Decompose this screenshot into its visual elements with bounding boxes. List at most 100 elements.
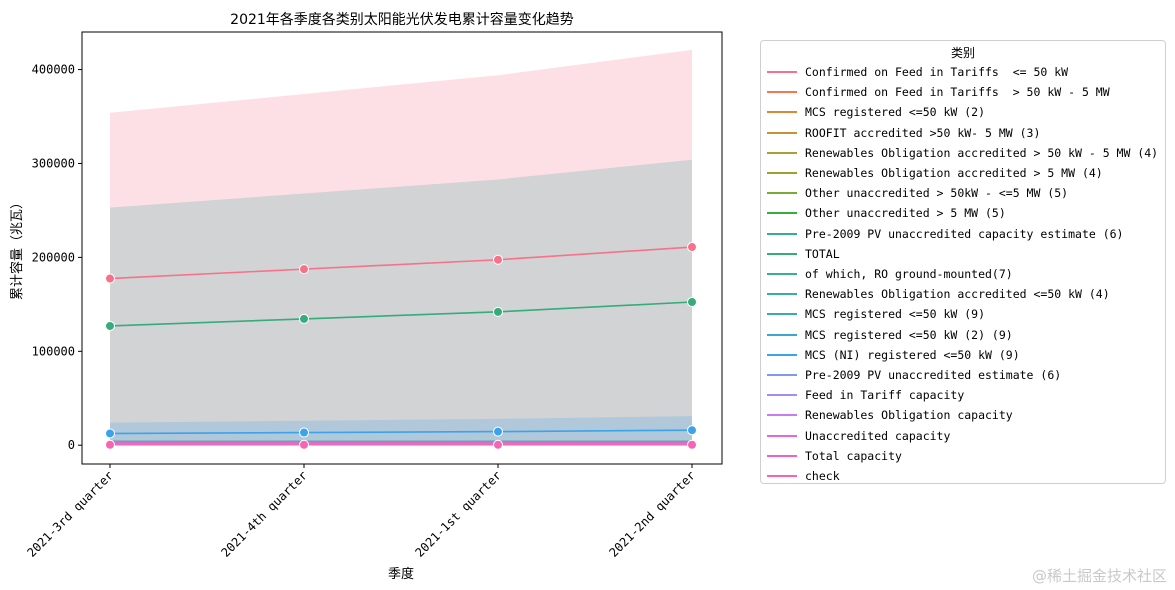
- y-tick-label-3: 300000: [32, 156, 75, 170]
- data-point-0-3: [687, 242, 697, 253]
- confidence-band-1: [110, 159, 692, 446]
- data-point-9-0: [105, 320, 115, 331]
- plot-area-frame: [81, 31, 723, 465]
- legend-label: Confirmed on Feed in Tariffs > 50 kW - 5…: [805, 85, 1110, 100]
- legend-label: MCS registered <=50 kW (9): [805, 307, 986, 322]
- data-point-14-1: [299, 427, 309, 438]
- legend-label: Total capacity: [805, 448, 902, 463]
- legend-item: TOTAL: [767, 245, 840, 263]
- data-point-0-0: [105, 273, 115, 284]
- legend-item: Renewables Obligation accredited > 5 MW …: [767, 164, 1103, 182]
- legend-item: Other unaccredited > 5 MW (5): [767, 204, 1006, 222]
- legend-swatch: [767, 232, 797, 235]
- legend-swatch: [767, 475, 797, 477]
- legend-swatch: [767, 414, 797, 417]
- legend-title: 类别: [950, 46, 975, 60]
- baseline-series-group: [110, 440, 692, 445]
- data-point-14-0: [105, 428, 115, 439]
- legend-item: MCS registered <=50 kW (2): [767, 103, 985, 121]
- legend-label: Renewables Obligation accredited > 5 MW …: [805, 166, 1103, 180]
- legend-item: ROOFIT accredited >50 kW- 5 MW (3): [767, 124, 1040, 142]
- data-point-0-2: [493, 254, 503, 265]
- chart-title: 2021年各季度各类别太阳能光伏发电累计容量变化趋势: [230, 11, 574, 28]
- legend-swatch: [767, 91, 797, 94]
- y-tick-label-4: 400000: [32, 63, 75, 77]
- legend-swatch: [767, 374, 797, 376]
- series-line-9: [109, 301, 693, 327]
- data-point-14-2: [493, 426, 503, 437]
- data-point-9-2: [493, 306, 503, 317]
- legend-label: MCS registered <=50 kW (2): [805, 105, 986, 120]
- data-point-9-1: [299, 313, 309, 324]
- legend-swatch: [767, 293, 797, 296]
- legend-swatch: [767, 454, 797, 457]
- legend-label: Renewables Obligation capacity: [805, 408, 1013, 423]
- legend-item: MCS registered <=50 kW (9): [767, 305, 985, 323]
- confidence-band-2: [110, 416, 692, 446]
- legend-label: Other unaccredited > 50kW - <=5 MW (5): [805, 186, 1069, 201]
- y-axis: 0 100000 200000 300000 400000: [32, 63, 82, 452]
- x-axis: 2021-3rd quarter 2021-4th quarter 2021-1st…: [24, 464, 698, 560]
- legend-swatch: [767, 71, 797, 73]
- legend-swatch: [767, 434, 797, 437]
- legend-item: check: [767, 467, 840, 485]
- legend-swatch: [767, 172, 797, 174]
- legend-swatch: [767, 353, 797, 356]
- confidence-bands: [110, 49, 692, 446]
- legend-label: Unaccredited capacity: [805, 428, 951, 443]
- legend-swatch: [767, 111, 797, 114]
- series-line-14: [109, 429, 693, 435]
- legend-label: of which, RO ground-mounted(7): [805, 267, 1013, 281]
- legend-swatch: [767, 192, 797, 195]
- legend-item: Total capacity: [767, 447, 902, 465]
- legend-item: of which, RO ground-mounted(7): [767, 265, 1013, 283]
- series-lines: [105, 242, 697, 450]
- x-tick-label-0: 2021-3rd quarter: [24, 468, 116, 560]
- legend-label: Confirmed on Feed in Tariffs <= 50 kW: [805, 65, 1069, 79]
- legend-item: Other unaccredited > 50kW - <=5 MW (5): [767, 184, 1068, 202]
- confidence-band-0: [110, 49, 692, 446]
- data-point-0-1: [299, 264, 309, 275]
- legend-label: Other unaccredited > 5 MW (5): [805, 206, 1006, 221]
- legend-swatch: [767, 333, 797, 336]
- legend-item: Confirmed on Feed in Tariffs <= 50 kW: [767, 63, 1068, 81]
- legend-swatch: [767, 151, 797, 154]
- y-tick-label-0: 0: [68, 438, 75, 452]
- legend-label: Feed in Tariff capacity: [805, 388, 965, 403]
- legend-label: TOTAL: [805, 246, 840, 261]
- legend-label: MCS (NI) registered <=50 kW (9): [805, 347, 1020, 362]
- legend-item: MCS registered <=50 kW (2) (9): [767, 326, 1013, 344]
- legend-swatch: [767, 212, 797, 215]
- legend-item: Renewables Obligation capacity: [767, 406, 1013, 424]
- data-point-20-2: [493, 439, 503, 450]
- data-point-20-1: [299, 439, 309, 450]
- legend-label: Pre-2009 PV unaccredited estimate (6): [805, 368, 1062, 382]
- legend-item: Renewables Obligation accredited > 50 kW…: [767, 144, 1158, 162]
- data-point-9-3: [687, 297, 697, 307]
- legend-label: Pre-2009 PV unaccredited capacity estima…: [805, 226, 1124, 241]
- x-axis-label: 季度: [388, 566, 414, 582]
- series-line-0: [109, 246, 693, 280]
- data-point-20-0: [105, 439, 115, 450]
- legend-item: Renewables Obligation accredited <=50 kW…: [767, 285, 1110, 303]
- legend-swatch: [767, 252, 797, 255]
- legend-label: check: [805, 469, 840, 483]
- legend-swatch: [767, 394, 797, 397]
- y-tick-label-1: 100000: [32, 344, 75, 358]
- legend: 类别 Confirmed on Feed in Tariffs <= 50 kW…: [760, 40, 1166, 484]
- legend-item: MCS (NI) registered <=50 kW (9): [767, 346, 1020, 364]
- watermark: @稀土掘金技术社区: [1031, 567, 1167, 585]
- legend-label: Renewables Obligation accredited > 50 kW…: [805, 145, 1159, 160]
- legend-label: MCS registered <=50 kW (2) (9): [805, 327, 1013, 342]
- y-axis-label: 累计容量（兆瓦）: [9, 196, 25, 300]
- legend-item: Pre-2009 PV unaccredited capacity estima…: [767, 225, 1124, 243]
- legend-item: Pre-2009 PV unaccredited estimate (6): [767, 366, 1061, 384]
- legend-item: Confirmed on Feed in Tariffs > 50 kW - 5…: [767, 83, 1110, 101]
- x-tick-label-3: 2021-2nd quarter: [606, 468, 698, 560]
- x-tick-label-1: 2021-4th quarter: [218, 468, 310, 560]
- data-point-14-3: [687, 425, 697, 436]
- data-point-20-3: [687, 439, 697, 450]
- legend-label: ROOFIT accredited >50 kW- 5 MW (3): [805, 125, 1041, 140]
- legend-swatch: [767, 273, 797, 275]
